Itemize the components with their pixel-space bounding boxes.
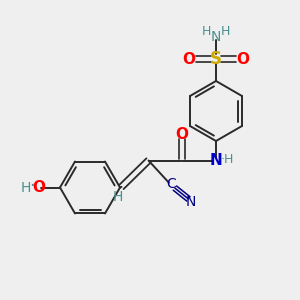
Text: H: H [202,25,211,38]
Text: H: H [221,25,230,38]
Text: N: N [210,153,222,168]
Text: ·: · [29,177,35,195]
Text: S: S [210,50,222,68]
Text: H: H [113,190,123,204]
Text: C: C [166,178,176,191]
Text: O: O [236,52,250,67]
Text: O: O [182,52,196,67]
Text: O: O [32,180,45,195]
Text: H: H [21,181,31,194]
Text: O: O [175,127,188,142]
Text: N: N [186,195,196,209]
Text: N: N [211,30,221,44]
Text: ·H: ·H [221,152,234,166]
